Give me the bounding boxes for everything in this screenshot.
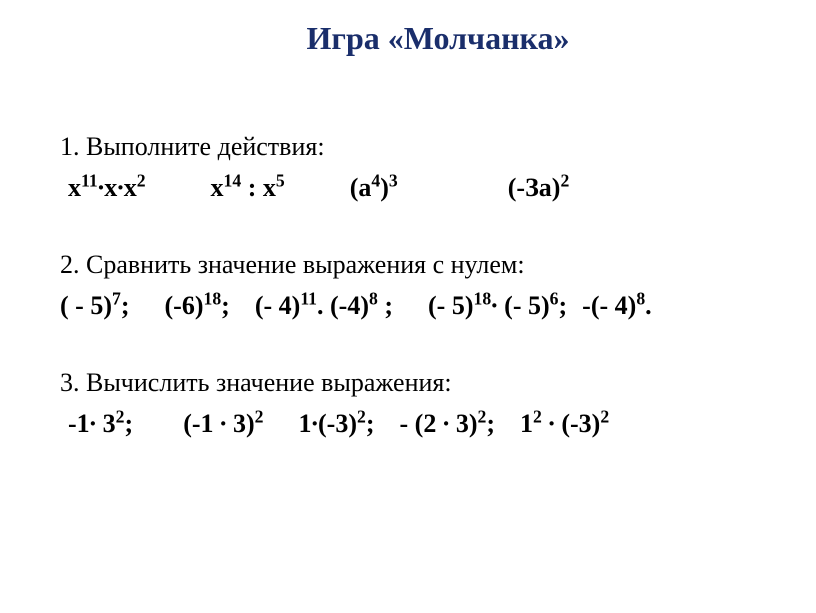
s2-g: -(- 4)8. <box>582 291 651 320</box>
section-3: 3. Вычислить значение выражения: -1∙ 32;… <box>60 363 776 443</box>
section2-header: 2. Сравнить значение выражения с нулем: <box>60 245 776 284</box>
section2-expressions: ( - 5)7;(-6)18;(- 4)11. (-4)8 ;(- 5)18∙ … <box>60 286 776 325</box>
section1-header: 1. Выполните действия: <box>60 127 776 166</box>
s2-c: (- 4)11. <box>255 291 324 320</box>
expr-4: (-За)2 <box>508 173 570 202</box>
content-area: 1. Выполните действия: х11∙х∙х2 х14 : х5 (… <box>0 127 816 443</box>
s3-b: (-1 ∙ 3)2 <box>183 409 263 438</box>
section-1: 1. Выполните действия: х11∙х∙х2 х14 : х5 (… <box>60 127 776 207</box>
page-title: Игра «Молчанка» <box>0 20 816 57</box>
s2-f: (- 5)6; <box>504 291 567 320</box>
s2-b: (-6)18; <box>165 291 230 320</box>
section3-expressions: -1∙ 32; (-1 ∙ 3)2 1∙(-3)2; - (2 ∙ 3)2; 12 ∙ … <box>60 404 776 443</box>
expr-3: (а4)3 <box>350 173 398 202</box>
s3-e: 12 ∙ (-3)2 <box>520 409 609 438</box>
section3-header: 3. Вычислить значение выражения: <box>60 363 776 402</box>
expr-2: х14 : х5 <box>211 173 285 202</box>
s3-d: - (2 ∙ 3)2; <box>400 409 496 438</box>
s2-d: (-4)8 ; <box>330 291 393 320</box>
expr-1: х11∙х∙х2 <box>68 173 146 202</box>
s2-e: (- 5)18∙ <box>428 291 498 320</box>
s2-a: ( - 5)7; <box>60 291 130 320</box>
section1-expressions: х11∙х∙х2 х14 : х5 (а4)3 (-За)2 <box>60 168 776 207</box>
s3-a: -1∙ 32; <box>68 409 133 438</box>
s3-c: 1∙(-3)2; <box>299 409 375 438</box>
section-2: 2. Сравнить значение выражения с нулем: … <box>60 245 776 325</box>
